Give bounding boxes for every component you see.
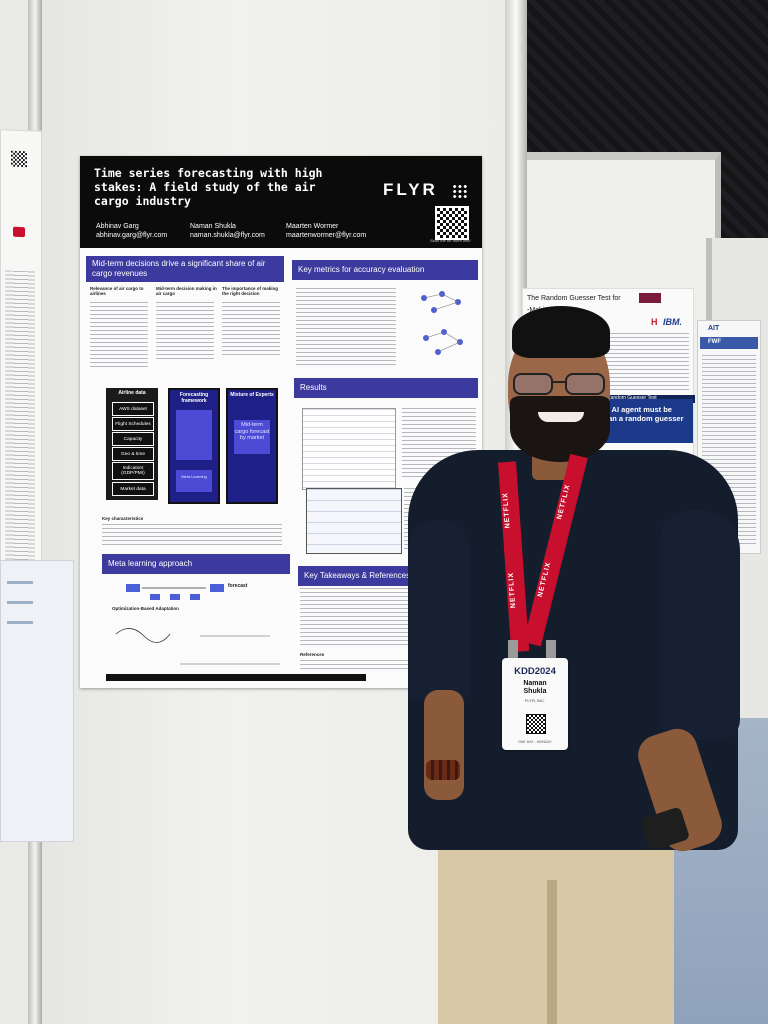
university-logo-icon: [639, 293, 661, 303]
poster-header: Time series forecasting with high stakes…: [80, 156, 482, 248]
metrics-table: [292, 284, 480, 370]
badge-day: ONE DAY - MONDAY: [518, 740, 552, 744]
glasses-icon: [513, 373, 605, 395]
column-heading: Mid-term decision making in air cargo: [156, 286, 217, 296]
model-list: [176, 410, 212, 460]
author-email: abhinav.garg@flyr.com: [96, 232, 168, 239]
diagram-item: Indicators (GDP/PMI): [112, 462, 154, 480]
youtube-icon: [13, 226, 25, 238]
bar-mark: [7, 581, 33, 584]
mixture-of-experts-block: Mixture of Experts Mid-term cargo foreca…: [226, 388, 278, 504]
author-email: naman.shukla@flyr.com: [190, 232, 265, 239]
diagram-title: Airline data: [118, 390, 146, 396]
far-poster-band: [700, 337, 758, 349]
lanyard-text: NETFLIX: [507, 571, 518, 609]
meta-learning-flow: [115, 584, 280, 665]
lanyard-text: NETFLIX: [502, 491, 512, 529]
key-characteristics-label: Key characteristics: [102, 516, 144, 521]
person-left-forearm: [424, 690, 464, 800]
far-poster-logo: AIT: [708, 325, 720, 332]
column-heading: Relevance of air cargo to airlines: [90, 286, 144, 296]
column-text: [222, 302, 280, 358]
diagram-item: Geo & time: [112, 447, 154, 461]
author-email: maartenwormer@flyr.com: [286, 232, 367, 239]
flyr-logo-dots-icon: [452, 184, 468, 198]
section-heading: Meta learning approach: [102, 554, 290, 574]
badge-organization: FLYR, INC.: [524, 698, 546, 703]
bar-mark: [7, 621, 33, 624]
qr-icon: [11, 150, 27, 168]
flyr-logo: FLYR: [383, 180, 438, 199]
lanyard-clip-icon: [546, 640, 556, 664]
author-name: Naman Shukla: [190, 223, 236, 230]
h-logo: H: [651, 317, 658, 327]
metrics-text: [296, 288, 396, 366]
optimization-label: Optimization-Based Adaptation: [112, 606, 179, 611]
column-text: [156, 302, 214, 362]
author-1: Abhinav Garg abhinav.garg@flyr.com: [96, 222, 167, 240]
person-left-sleeve: [408, 520, 470, 700]
column-text: [90, 302, 148, 368]
diagram-title: Mixture of Experts: [230, 392, 274, 398]
name-badge: KDD2024 Naman Shukla FLYR, INC. ONE DAY …: [502, 658, 568, 750]
author-3: Maarten Wormer maartenwormer@flyr.com: [286, 222, 366, 240]
forecasting-framework-block: Forecasting framework Meta Learning: [168, 388, 220, 504]
bead-bracelet-icon: [426, 760, 460, 780]
results-summary-table: [306, 488, 402, 554]
references-label: References: [300, 652, 325, 657]
section-heading: Mid-term decisions drive a significant s…: [86, 256, 284, 282]
person-hair: [512, 306, 610, 358]
adjacent-poster-text: [603, 333, 689, 391]
adjacent-highlight-box: Is: AI agent must be than a random guess…: [597, 399, 693, 443]
network-graph-icon: [421, 291, 463, 355]
adjacent-poster-title: The Random Guesser Test for: [527, 295, 621, 302]
badge-name: Naman Shukla: [523, 680, 547, 695]
poster-title: Time series forecasting with high stakes…: [94, 166, 323, 208]
author-2: Naman Shukla naman.shukla@flyr.com: [190, 222, 265, 240]
column-heading: The importance of making the right decis…: [222, 286, 279, 296]
results-table: [302, 408, 396, 490]
far-poster-sub: FWF: [708, 339, 721, 345]
qr-caption: Scan me for more info!: [430, 238, 471, 243]
section-heading: Results: [294, 378, 478, 398]
left-partial-poster-lower: [0, 560, 74, 842]
diagram-item: Capacity: [112, 432, 154, 446]
poster-footer-bar: [106, 674, 366, 681]
badge-event: KDD2024: [514, 666, 556, 677]
diagram-inner: Meta Learning: [176, 470, 212, 492]
section-heading: Key metrics for accuracy evaluation: [292, 260, 478, 280]
lanyard-clip-icon: [508, 640, 518, 664]
diagram-title: Forecasting framework: [179, 392, 209, 404]
airline-data-block: Airline data AWS dataset Flight Schedule…: [106, 388, 158, 500]
bar-mark: [7, 601, 33, 604]
ibm-logo: IBM.: [663, 317, 682, 327]
person-beard: [510, 396, 610, 462]
diagram-item: AWS dataset: [112, 402, 154, 416]
diagram-inner: Mid-term cargo forecast by market: [234, 420, 270, 454]
pants-seam: [547, 880, 557, 1024]
research-poster: Time series forecasting with high stakes…: [80, 156, 482, 688]
qr-code-icon: [435, 206, 469, 240]
diagram-item: Flight Schedules: [112, 417, 154, 431]
person-smile: [538, 412, 584, 422]
meta-learning-diagram: forecast Optimization-Based Adaptation: [110, 576, 288, 676]
badge-qr-icon: [526, 714, 546, 734]
author-name: Maarten Wormer: [286, 223, 339, 230]
diagram-item: Market data: [112, 482, 154, 496]
key-characteristics-text: [102, 524, 282, 546]
author-name: Abhinav Garg: [96, 223, 139, 230]
forecast-label: forecast: [228, 583, 248, 589]
person-right-sleeve: [660, 510, 740, 740]
